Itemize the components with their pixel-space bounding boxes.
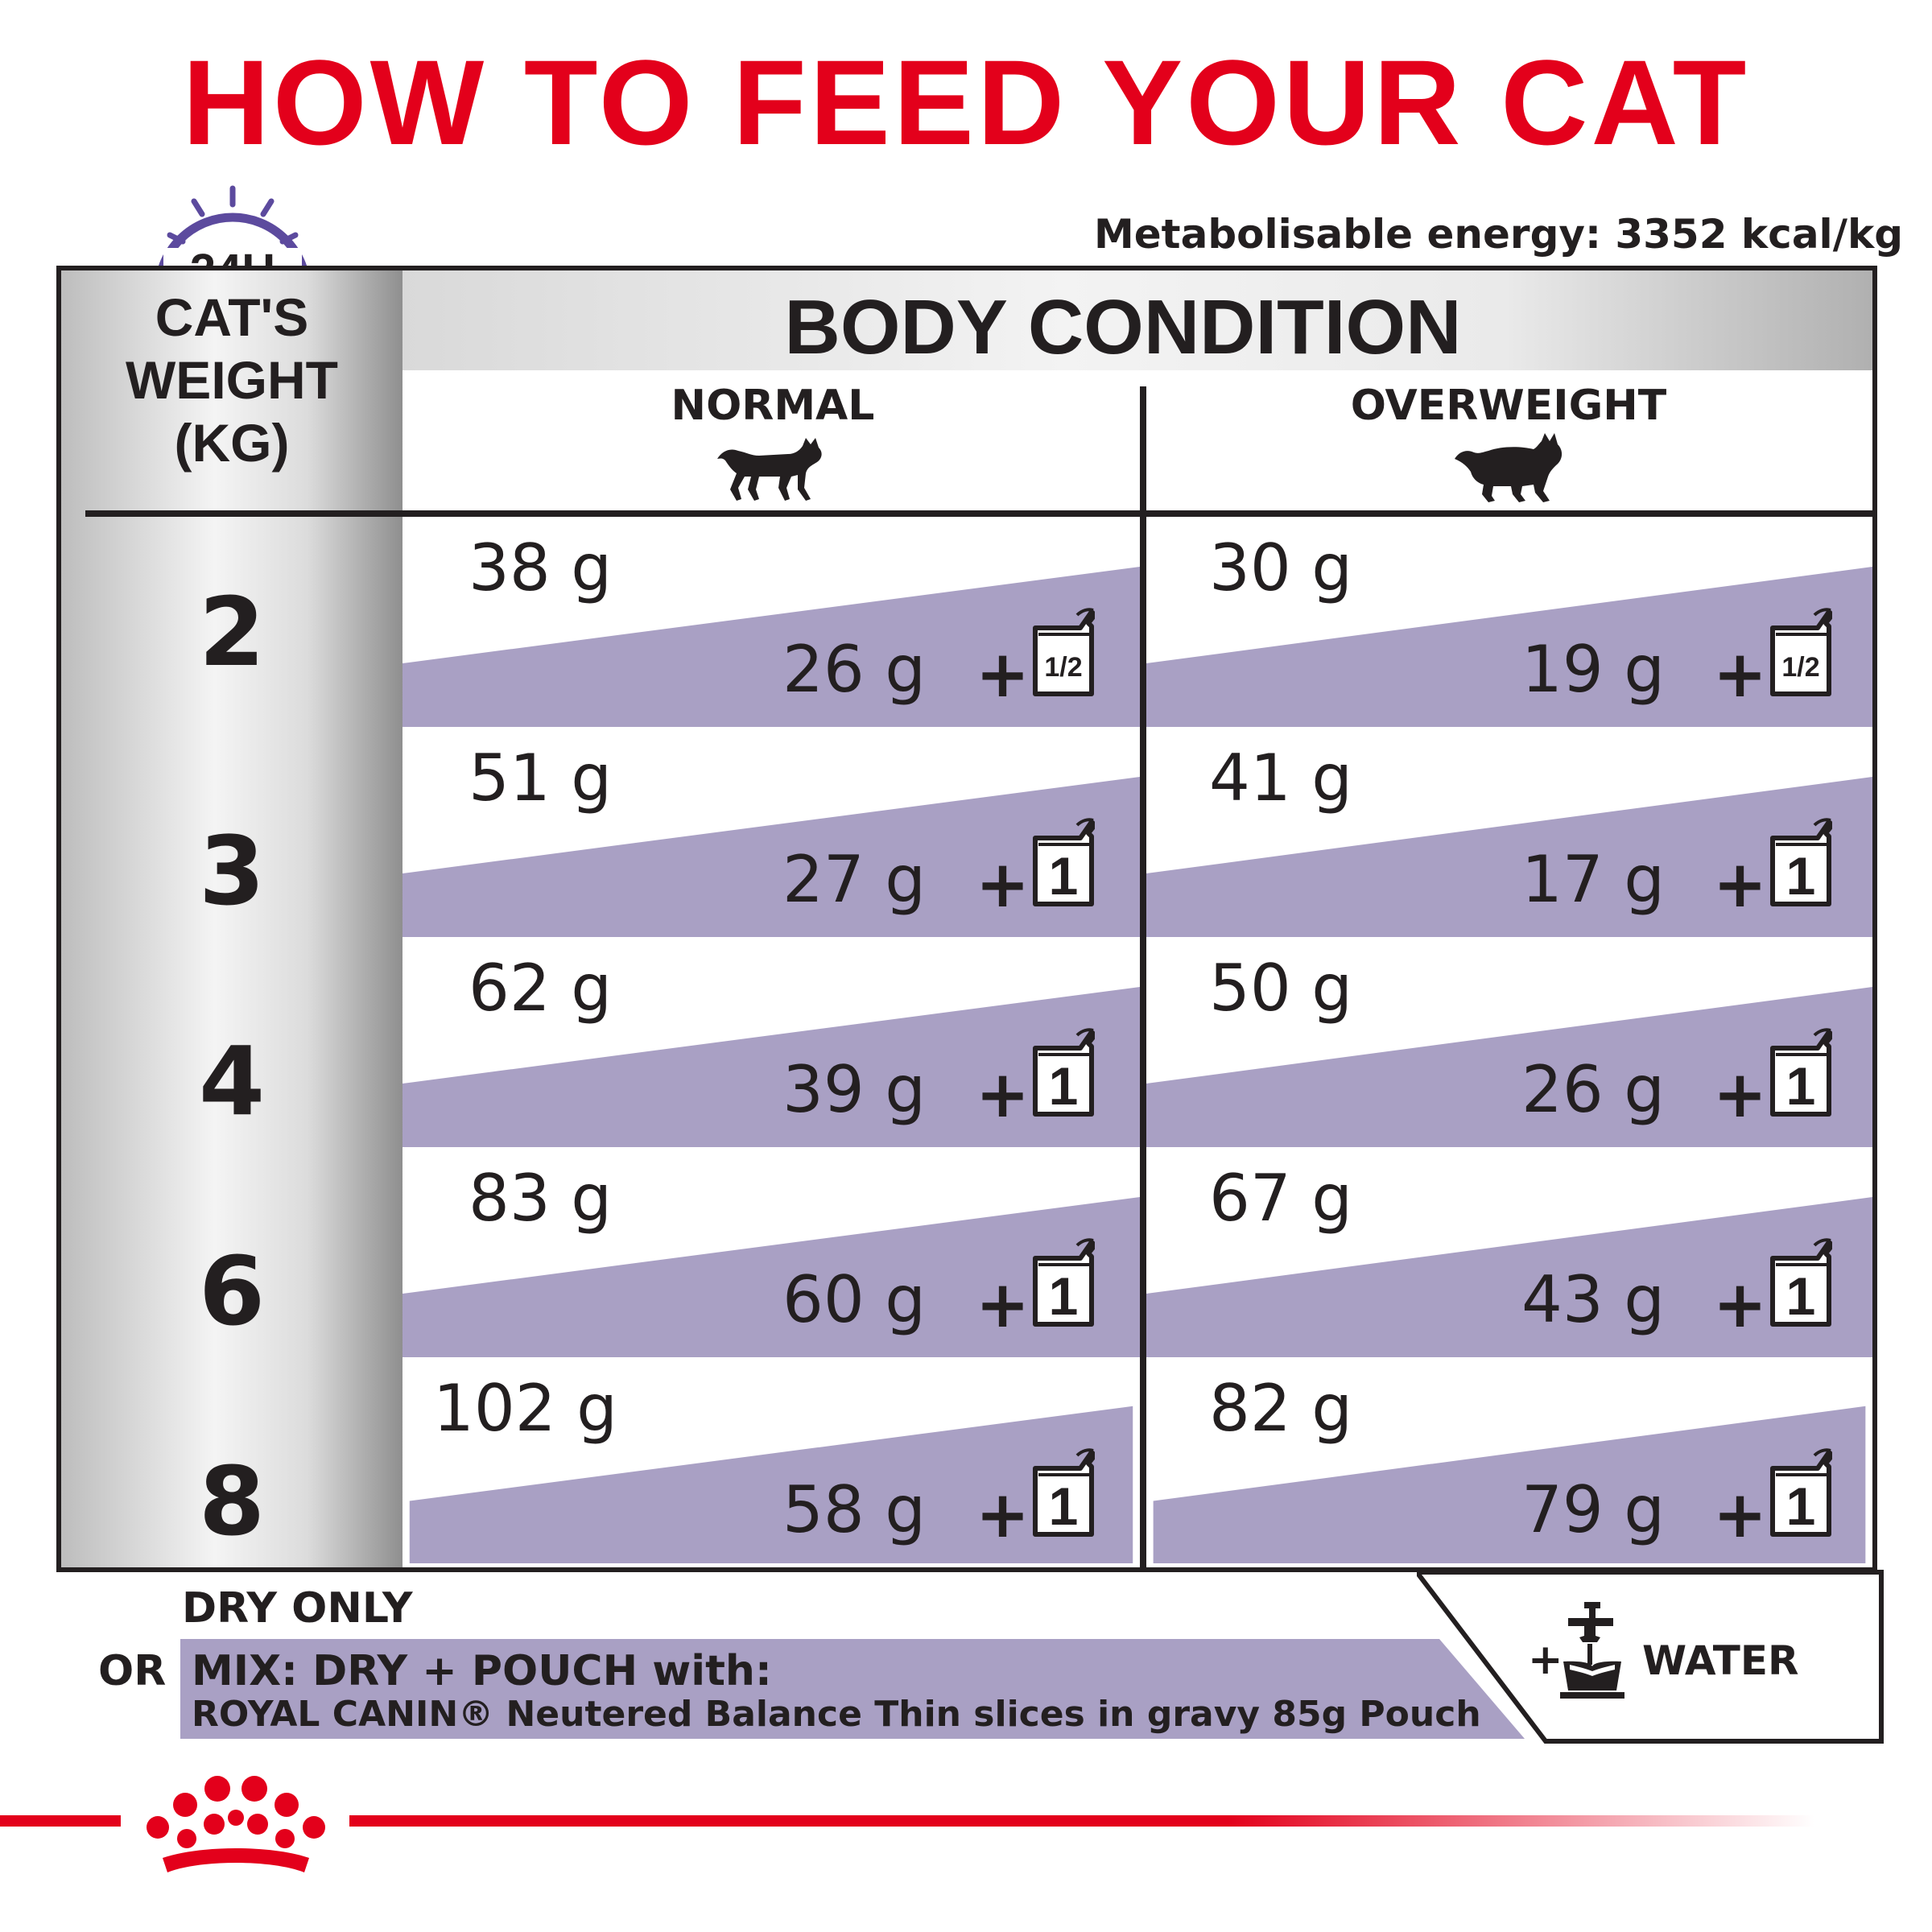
plus-sign: + [1713,847,1768,922]
plus-sign: + [1713,637,1768,712]
dry-amount: 38 g [469,530,613,605]
plus-sign: + [976,637,1030,712]
mix-band [409,1406,1133,1563]
mix-band [402,1197,1140,1357]
pouch-quantity: 1 [1049,1266,1079,1326]
dry-amount: 83 g [469,1161,613,1236]
pouch-icon: 1 [1770,1028,1832,1117]
page-title: HOW TO FEED YOUR CAT [182,35,1750,170]
weight-header-line: (KG) [174,412,290,473]
mix-band [1153,1406,1866,1563]
column-divider [1140,386,1146,1567]
mix-dry-amount: 79 g [1521,1472,1665,1547]
mix-dry-amount: 17 g [1521,842,1665,917]
pouch-icon: 1 [1770,818,1832,906]
mix-band [402,987,1140,1147]
pouch-quantity: 1 [1049,1476,1079,1536]
pouch-quantity: 1/2 [1781,652,1819,683]
dry-amount: 62 g [469,951,613,1026]
header-divider [85,510,1872,517]
mix-dry-amount: 27 g [782,842,926,917]
plus-sign: + [976,1267,1030,1342]
water-label: WATER [1642,1637,1799,1684]
dry-amount: 41 g [1209,741,1353,815]
pouch-quantity: 1 [1049,846,1079,906]
dry-amount: 82 g [1209,1371,1353,1446]
mix-dry-amount: 26 g [1521,1052,1665,1127]
plus-sign: + [1713,1057,1768,1132]
water-box [1417,1570,1884,1744]
pouch-icon: 1 [1033,1238,1095,1327]
pouch-icon: 1 [1033,1028,1095,1117]
pouch-icon: 1/2 [1033,608,1095,696]
water-plus-sign: + [1528,1636,1563,1684]
mix-dry-amount: 19 g [1521,632,1665,707]
pouch-quantity: 1 [1786,1476,1816,1536]
body-condition-header: BODY CONDITION [784,284,1462,370]
dry-amount: 51 g [469,741,613,815]
mix-band [1146,987,1872,1147]
mix-band [1146,567,1872,727]
overweight-cat-icon [1455,433,1563,502]
brand-line-right [349,1815,1814,1827]
slim-cat-icon [717,438,822,501]
column-header-normal: NORMAL [671,382,875,430]
weight-value: 6 [198,1236,266,1347]
royal-canin-crown-logo [147,1776,325,1872]
mix-dry-amount: 58 g [782,1472,926,1547]
pouch-quantity: 1 [1786,1266,1816,1326]
weight-header-line: CAT'S [155,287,309,347]
column-header-overweight: OVERWEIGHT [1350,382,1667,430]
water-tap-icon [1560,1602,1624,1699]
metabolisable-energy: Metabolisable energy: 3352 kcal/kg [1094,211,1903,258]
mix-dry-amount: 60 g [782,1262,926,1337]
mix-dry-amount: 43 g [1521,1262,1665,1337]
weight-column-header: CAT'S WEIGHT (KG) [61,287,402,475]
mix-band [1146,777,1872,937]
dry-amount: 30 g [1209,530,1353,605]
pouch-icon: 1 [1770,1238,1832,1327]
body-condition-band [402,270,1872,370]
weight-value: 4 [198,1026,266,1137]
dry-amount: 102 g [433,1371,617,1446]
mix-title: MIX: DRY + POUCH with: [192,1647,772,1695]
pouch-icon: 1 [1770,1448,1832,1537]
pouch-icon: 1 [1033,818,1095,906]
weight-column [61,270,402,1567]
weight-header-line: WEIGHT [126,349,338,410]
weight-value: 8 [198,1446,266,1557]
mix-band [402,567,1140,727]
plus-sign: + [976,1477,1030,1552]
plus-sign: + [976,847,1030,922]
pouch-quantity: 1 [1786,846,1816,906]
plus-sign: + [1713,1477,1768,1552]
mix-description: ROYAL CANIN® Neutered Balance Thin slice… [192,1694,1481,1735]
pouch-icon: 1 [1033,1448,1095,1537]
dry-amount: 50 g [1209,951,1353,1026]
mix-band [1146,1197,1872,1357]
mix-band [402,777,1140,937]
or-label: OR [98,1647,167,1695]
dry-amount: 67 g [1209,1161,1353,1236]
plus-sign: + [976,1057,1030,1132]
pouch-quantity: 1 [1049,1056,1079,1116]
weight-value: 2 [198,576,266,687]
mix-bar [180,1639,1525,1739]
mix-dry-amount: 26 g [782,632,926,707]
brand-line-left [0,1815,121,1827]
pouch-icon: 1/2 [1770,608,1832,696]
mix-dry-amount: 39 g [782,1052,926,1127]
pouch-quantity: 1 [1786,1056,1816,1116]
pouch-quantity: 1/2 [1044,652,1082,683]
weight-value: 3 [198,815,266,927]
plus-sign: + [1713,1267,1768,1342]
dry-only-label: DRY ONLY [182,1584,413,1633]
